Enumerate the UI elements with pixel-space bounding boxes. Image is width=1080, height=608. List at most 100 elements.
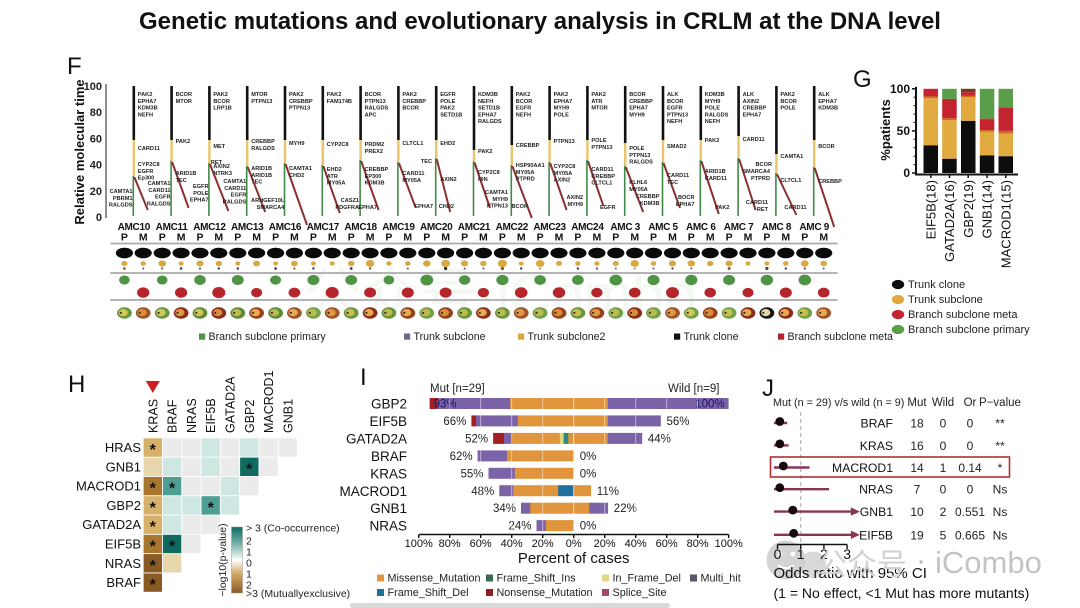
svg-text:EPHA7: EPHA7 (358, 205, 377, 211)
svg-text:MET: MET (213, 144, 225, 150)
svg-text:*: * (998, 461, 1003, 475)
svg-text:CREBBP: CREBBP (591, 174, 615, 180)
svg-text:I: I (360, 364, 367, 391)
svg-text:EIF5B: EIF5B (105, 537, 141, 552)
svg-text:*: * (169, 539, 176, 556)
svg-text:1: 1 (246, 569, 252, 581)
svg-text:ALK: ALK (667, 92, 679, 98)
svg-text:BOCR: BOCR (678, 195, 694, 201)
svg-text:RALGDS: RALGDS (478, 119, 502, 125)
svg-text:60%: 60% (656, 538, 678, 550)
svg-text:BCOR: BCOR (667, 99, 683, 105)
svg-text:GBP2: GBP2 (371, 397, 407, 412)
svg-text:Mut [n=29]: Mut [n=29] (430, 383, 485, 395)
svg-text:NRAS: NRAS (859, 483, 893, 497)
svg-text:Mut (n = 29) v/s wild (n = 9): Mut (n = 29) v/s wild (n = 9) (773, 397, 904, 409)
svg-text:LRP1B: LRP1B (213, 106, 231, 112)
svg-text:PAK2: PAK2 (289, 92, 304, 98)
svg-text:PAK2: PAK2 (516, 92, 531, 98)
svg-text:GNB1: GNB1 (281, 399, 295, 433)
svg-text:80%: 80% (687, 538, 709, 550)
svg-text:CYP2C8: CYP2C8 (327, 142, 349, 148)
svg-text:Ns: Ns (993, 505, 1008, 519)
svg-text:AMC22: AMC22 (496, 222, 529, 233)
svg-text:60: 60 (90, 133, 102, 145)
svg-text:100: 100 (890, 82, 910, 96)
svg-text:GBP2: GBP2 (243, 400, 257, 433)
svg-text:ATR: ATR (327, 174, 338, 180)
svg-text:EP300: EP300 (365, 174, 382, 180)
svg-text:RET: RET (211, 160, 223, 166)
svg-text:0: 0 (774, 546, 782, 562)
svg-text:Frame_Shift_Ins: Frame_Shift_Ins (497, 573, 577, 585)
svg-text:CAMTA1: CAMTA1 (110, 189, 133, 195)
svg-text:PAK2: PAK2 (402, 92, 417, 98)
svg-text:KRAS: KRAS (146, 399, 160, 433)
svg-text:Odds ratio with 95% CI: Odds ratio with 95% CI (774, 565, 927, 582)
svg-text:BCOR: BCOR (629, 92, 645, 98)
svg-text:44%: 44% (648, 433, 671, 445)
svg-text:AMC11: AMC11 (156, 222, 189, 233)
svg-text:ARHGEF10L: ARHGEF10L (251, 198, 285, 204)
svg-text:PAK2: PAK2 (705, 138, 720, 144)
svg-text:CYP2C8: CYP2C8 (138, 162, 160, 168)
svg-text:60%: 60% (470, 538, 492, 550)
svg-text:MYH9: MYH9 (705, 99, 721, 105)
svg-text:Branch subclone meta: Branch subclone meta (788, 331, 894, 343)
svg-text:AMC23: AMC23 (533, 222, 566, 233)
svg-text:ARID1B: ARID1B (176, 171, 197, 177)
svg-text:BRAF: BRAF (106, 575, 141, 590)
svg-text:MYH9: MYH9 (567, 202, 583, 208)
svg-text:100%: 100% (405, 538, 433, 550)
svg-text:POLE: POLE (780, 106, 795, 112)
svg-text:PRDM2: PRDM2 (365, 142, 385, 148)
svg-text:AMC 8: AMC 8 (762, 222, 792, 233)
svg-text:M: M (819, 232, 828, 244)
svg-text:SETD1B: SETD1B (440, 112, 462, 118)
svg-text:NIN: NIN (478, 177, 488, 183)
svg-text:EIF5B: EIF5B (859, 528, 893, 542)
svg-text:*: * (150, 500, 157, 517)
svg-text:P: P (348, 232, 355, 244)
svg-text:*: * (150, 539, 157, 556)
svg-text:M: M (781, 232, 790, 244)
svg-text:EPHA7: EPHA7 (554, 99, 573, 105)
svg-text:PTPRD: PTPRD (516, 177, 535, 183)
svg-text:Trunk subclone2: Trunk subclone2 (528, 331, 606, 343)
svg-text:POLE: POLE (591, 138, 606, 144)
svg-text:POLE: POLE (193, 191, 208, 197)
svg-text:0: 0 (96, 212, 102, 224)
svg-text:0.665: 0.665 (955, 528, 985, 542)
svg-text:MYH9: MYH9 (289, 141, 305, 147)
svg-text:0%: 0% (580, 468, 597, 480)
svg-text:BCOR: BCOR (402, 106, 418, 112)
svg-text:M: M (517, 232, 526, 244)
svg-text:55%: 55% (460, 468, 483, 480)
svg-text:H: H (68, 371, 85, 398)
svg-text:EPHA7: EPHA7 (629, 106, 648, 112)
svg-text:93%: 93% (434, 399, 457, 411)
svg-text:BCOR: BCOR (780, 99, 796, 105)
svg-text:MTOR: MTOR (176, 99, 192, 105)
svg-text:PTPN13: PTPN13 (591, 145, 612, 151)
svg-text:*: * (150, 577, 157, 594)
svg-text:KDM3B: KDM3B (365, 181, 385, 187)
svg-text:Wild [n=9]: Wild [n=9] (668, 383, 719, 395)
svg-text:20%: 20% (594, 538, 616, 550)
svg-text:Trunk subclone: Trunk subclone (414, 331, 486, 343)
svg-text:100%: 100% (695, 399, 724, 411)
svg-text:CLTCL1: CLTCL1 (402, 141, 423, 147)
svg-text:0: 0 (903, 166, 910, 180)
svg-text:KDM3B: KDM3B (705, 92, 725, 98)
svg-text:BCOR: BCOR (176, 92, 192, 98)
svg-text:CAMTA1: CAMTA1 (780, 154, 803, 160)
svg-text:POLE: POLE (705, 106, 720, 112)
svg-text:56%: 56% (667, 416, 690, 428)
svg-text:NEFH: NEFH (516, 112, 531, 118)
svg-text:22%: 22% (614, 503, 637, 515)
svg-text:CASZ1: CASZ1 (341, 198, 359, 204)
svg-text:KRAS: KRAS (370, 466, 407, 481)
svg-text:52%: 52% (465, 433, 488, 445)
svg-text:EPHA7: EPHA7 (138, 99, 157, 105)
svg-text:EGFR: EGFR (667, 106, 683, 112)
